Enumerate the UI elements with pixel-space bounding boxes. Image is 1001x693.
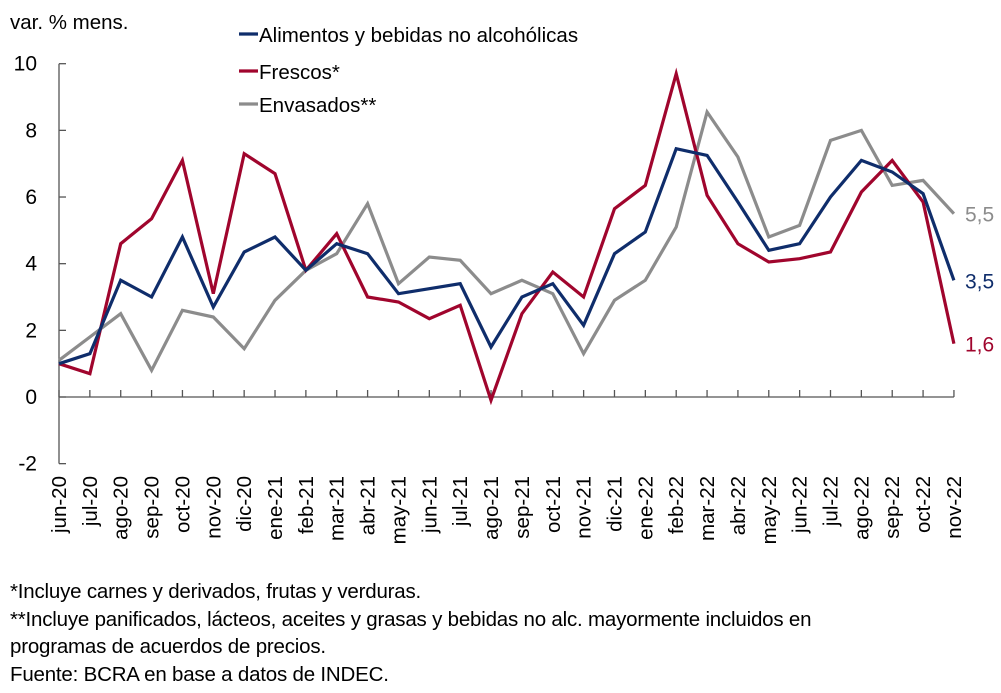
x-tick-label: ago-21 xyxy=(480,476,503,540)
note-envasados-cont: programas de acuerdos de precios. xyxy=(10,635,326,658)
axes xyxy=(58,63,955,465)
x-tick-label: mar-21 xyxy=(326,476,349,541)
series-line-alimentos xyxy=(58,146,956,366)
x-tick-label: nov-21 xyxy=(573,476,596,539)
x-tick-label: feb-22 xyxy=(665,476,688,534)
line-chart: var. % mens. -2 0 2 4 6 8 10 jun-20 jul-20 ago-2… xyxy=(10,11,994,544)
y-tick-label: -2 xyxy=(18,453,37,476)
y-tick-label: 8 xyxy=(25,119,37,142)
x-tick-label: sep-21 xyxy=(511,476,534,539)
y-tick-label: 10 xyxy=(14,53,37,76)
x-tick-label: mar-22 xyxy=(696,476,719,541)
x-tick-label: jul-20 xyxy=(79,476,102,527)
x-tick-label: ago-20 xyxy=(110,476,133,540)
note-envasados: **Incluye panificados, lácteos, aceites … xyxy=(10,607,812,631)
x-tick-label: ene-22 xyxy=(634,476,657,540)
x-tick-label: nov-20 xyxy=(202,476,225,539)
x-tick-label: jun-21 xyxy=(418,476,441,534)
x-tick-labels: jun-20 jul-20 ago-20 sep-20 oct-20 nov-20 dic-… xyxy=(48,476,966,544)
series-lines xyxy=(58,67,956,406)
y-tick-label: 4 xyxy=(25,253,37,276)
x-tick-label: ene-21 xyxy=(264,476,287,540)
x-tick-label: ago-22 xyxy=(850,476,873,540)
y-tick-label: 2 xyxy=(25,319,37,342)
footnotes: *Incluye carnes y derivados, frutas y ve… xyxy=(10,578,812,688)
legend-item: Frescos* xyxy=(239,61,340,84)
source-note: Fuente: BCRA en base a datos de INDEC. xyxy=(10,662,389,686)
series-line-frescos xyxy=(58,67,956,406)
legend-label: Frescos* xyxy=(259,61,340,84)
end-label-alimentos: 3,5 xyxy=(965,270,994,293)
x-tick-label: jun-20 xyxy=(48,476,71,534)
legend: Alimentos y bebidas no alcohólicas Fresco… xyxy=(239,24,578,117)
x-tick-label: may-22 xyxy=(758,476,781,544)
x-tick-label: may-21 xyxy=(387,476,410,544)
series-line-envasados xyxy=(58,108,956,374)
x-tick-label: oct-20 xyxy=(171,476,194,533)
x-tick-label: jul-22 xyxy=(820,476,843,527)
legend-item: Alimentos y bebidas no alcohólicas xyxy=(239,24,578,47)
end-label-frescos: 1,6 xyxy=(965,334,994,357)
x-tick-label: nov-22 xyxy=(943,476,966,539)
x-tick-label: jun-22 xyxy=(789,476,812,534)
x-tick-label: sep-20 xyxy=(141,476,164,539)
x-tick-label: dic-21 xyxy=(603,476,626,532)
x-tick-label: feb-21 xyxy=(295,476,318,534)
y-tick-label: 6 xyxy=(25,186,37,209)
x-tick-label: oct-22 xyxy=(912,476,935,533)
x-tick-label: sep-22 xyxy=(881,476,904,539)
x-tick-label: abr-22 xyxy=(727,476,750,535)
x-tick-label: jul-21 xyxy=(449,476,472,527)
end-label-envasados: 5,5 xyxy=(965,204,994,227)
note-frescos: *Incluye carnes y derivados, frutas y ve… xyxy=(10,580,422,603)
legend-label: Alimentos y bebidas no alcohólicas xyxy=(259,24,578,47)
y-tick-label: 0 xyxy=(25,386,37,409)
y-axis-label: var. % mens. xyxy=(10,11,129,34)
x-tick-label: dic-20 xyxy=(233,476,256,532)
x-tick-label: abr-21 xyxy=(357,476,380,535)
legend-item: Envasados** xyxy=(239,94,376,117)
y-tick-labels: -2 0 2 4 6 8 10 xyxy=(14,53,38,476)
end-labels: 3,5 1,6 5,5 xyxy=(965,204,994,357)
x-tick-label: oct-21 xyxy=(542,476,565,533)
legend-label: Envasados** xyxy=(259,94,376,117)
